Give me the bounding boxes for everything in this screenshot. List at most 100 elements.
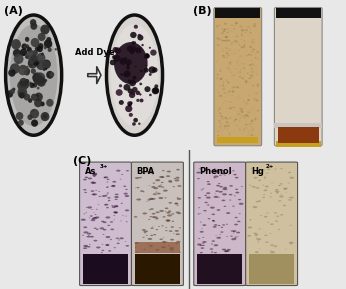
Ellipse shape xyxy=(251,71,254,73)
Ellipse shape xyxy=(237,236,238,237)
Ellipse shape xyxy=(174,179,179,181)
Ellipse shape xyxy=(153,87,159,94)
Ellipse shape xyxy=(230,236,233,237)
Ellipse shape xyxy=(219,123,222,124)
Ellipse shape xyxy=(11,39,21,49)
Ellipse shape xyxy=(136,199,141,201)
Ellipse shape xyxy=(103,221,107,223)
Ellipse shape xyxy=(237,40,238,41)
Ellipse shape xyxy=(224,40,226,42)
Ellipse shape xyxy=(114,42,148,84)
Ellipse shape xyxy=(219,112,221,114)
Ellipse shape xyxy=(153,182,155,184)
FancyBboxPatch shape xyxy=(214,8,262,146)
Ellipse shape xyxy=(139,83,142,85)
Ellipse shape xyxy=(227,108,228,109)
Bar xyxy=(274,123,322,128)
Ellipse shape xyxy=(121,203,123,204)
Ellipse shape xyxy=(164,197,167,198)
Ellipse shape xyxy=(245,93,246,95)
Ellipse shape xyxy=(249,46,252,48)
Ellipse shape xyxy=(46,37,51,42)
Ellipse shape xyxy=(153,216,158,218)
Ellipse shape xyxy=(227,122,229,123)
Ellipse shape xyxy=(255,251,259,253)
Ellipse shape xyxy=(240,75,241,76)
Ellipse shape xyxy=(243,129,245,130)
Ellipse shape xyxy=(18,93,21,96)
Ellipse shape xyxy=(176,169,180,171)
Ellipse shape xyxy=(32,73,42,83)
Ellipse shape xyxy=(248,99,250,101)
Ellipse shape xyxy=(226,79,228,81)
Ellipse shape xyxy=(125,105,133,112)
Ellipse shape xyxy=(253,233,257,234)
Ellipse shape xyxy=(228,122,230,124)
Ellipse shape xyxy=(155,229,158,230)
Ellipse shape xyxy=(224,23,227,25)
Ellipse shape xyxy=(289,177,294,179)
Ellipse shape xyxy=(248,95,250,97)
Ellipse shape xyxy=(227,29,230,31)
Ellipse shape xyxy=(30,23,37,30)
Ellipse shape xyxy=(240,69,241,70)
Ellipse shape xyxy=(152,213,155,214)
Ellipse shape xyxy=(212,221,215,222)
Ellipse shape xyxy=(82,235,84,236)
Ellipse shape xyxy=(125,189,128,190)
Ellipse shape xyxy=(47,48,52,52)
Ellipse shape xyxy=(26,66,28,69)
Ellipse shape xyxy=(18,90,26,98)
Ellipse shape xyxy=(225,250,230,252)
Ellipse shape xyxy=(88,235,89,236)
Ellipse shape xyxy=(28,58,35,65)
Ellipse shape xyxy=(94,227,97,229)
Ellipse shape xyxy=(150,171,152,172)
Ellipse shape xyxy=(166,220,170,222)
Ellipse shape xyxy=(137,35,144,41)
Ellipse shape xyxy=(25,37,29,40)
Ellipse shape xyxy=(113,55,120,62)
Ellipse shape xyxy=(21,43,27,49)
Ellipse shape xyxy=(230,135,231,136)
Ellipse shape xyxy=(220,227,223,228)
Ellipse shape xyxy=(228,174,230,175)
Ellipse shape xyxy=(98,204,99,205)
Ellipse shape xyxy=(83,231,88,234)
Ellipse shape xyxy=(240,55,243,57)
Text: (B): (B) xyxy=(193,6,212,16)
Ellipse shape xyxy=(252,39,254,40)
Ellipse shape xyxy=(219,126,220,127)
Ellipse shape xyxy=(239,129,241,130)
Ellipse shape xyxy=(217,44,219,46)
Ellipse shape xyxy=(101,250,104,251)
Ellipse shape xyxy=(169,181,172,183)
Ellipse shape xyxy=(243,108,245,109)
Ellipse shape xyxy=(167,171,171,173)
Ellipse shape xyxy=(255,57,257,59)
Ellipse shape xyxy=(143,173,146,174)
Ellipse shape xyxy=(251,41,254,43)
Ellipse shape xyxy=(234,23,237,25)
Ellipse shape xyxy=(124,84,130,91)
Ellipse shape xyxy=(245,80,247,82)
Ellipse shape xyxy=(43,68,45,71)
Ellipse shape xyxy=(170,247,174,249)
Ellipse shape xyxy=(229,107,232,109)
Ellipse shape xyxy=(93,217,96,218)
Text: BPA: BPA xyxy=(137,167,155,176)
Ellipse shape xyxy=(110,221,113,223)
Ellipse shape xyxy=(279,185,281,186)
Ellipse shape xyxy=(107,179,110,180)
Ellipse shape xyxy=(217,172,220,173)
Ellipse shape xyxy=(224,250,228,252)
Bar xyxy=(276,141,320,147)
Ellipse shape xyxy=(235,177,238,178)
Ellipse shape xyxy=(10,89,15,94)
Ellipse shape xyxy=(228,69,231,71)
Ellipse shape xyxy=(148,219,151,220)
Ellipse shape xyxy=(12,88,16,91)
Ellipse shape xyxy=(107,225,110,226)
Ellipse shape xyxy=(21,81,29,89)
Ellipse shape xyxy=(140,70,143,72)
